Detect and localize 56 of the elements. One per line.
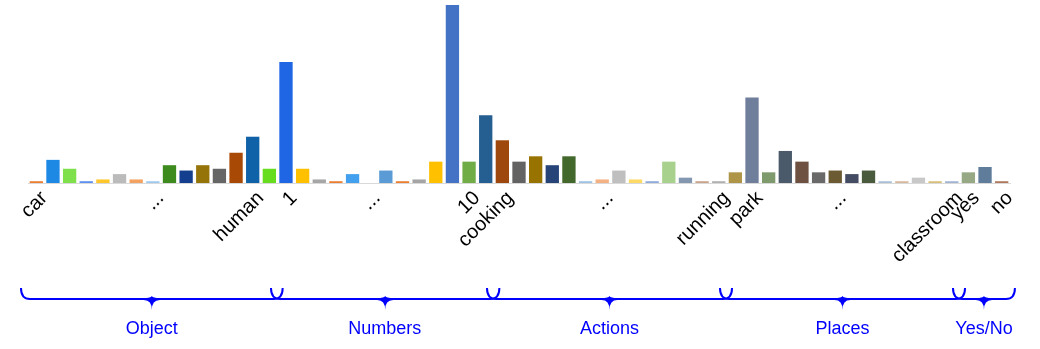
bar (612, 170, 626, 183)
bar (678, 177, 693, 183)
bar (778, 150, 792, 183)
bar (528, 156, 543, 183)
x-tick-label: ... (356, 186, 384, 214)
bar (961, 172, 976, 183)
bar (162, 165, 177, 183)
text: Places (814, 318, 871, 339)
bar (845, 174, 859, 183)
bar (379, 170, 393, 183)
bar (246, 136, 260, 183)
bar (628, 179, 643, 183)
bar (179, 170, 193, 183)
x-tick-label: ... (140, 186, 168, 214)
bar (345, 174, 360, 183)
bar (445, 5, 460, 183)
bar (562, 156, 576, 183)
bar (762, 172, 776, 183)
bar (662, 161, 676, 183)
bar (262, 168, 276, 183)
bar (728, 172, 743, 183)
bar (129, 179, 143, 183)
bar (412, 179, 426, 183)
bar (295, 168, 310, 183)
bar (795, 161, 809, 183)
bar (595, 179, 609, 183)
bar (545, 165, 559, 183)
bar (312, 179, 326, 183)
bar (112, 174, 127, 183)
bar (828, 170, 842, 183)
bar (62, 168, 77, 183)
text: Actions (579, 318, 641, 339)
x-tick-label: no (985, 186, 1017, 218)
text: Numbers (347, 318, 423, 339)
bar (495, 140, 510, 183)
bar (512, 161, 526, 183)
x-tick-label: ... (589, 186, 617, 214)
bar (96, 179, 110, 183)
x-tick-label: 1 (277, 186, 301, 210)
bar (212, 168, 227, 183)
bar (46, 159, 60, 183)
x-tick-label: car (15, 185, 52, 222)
bar (279, 61, 293, 183)
bar (429, 161, 443, 183)
bar (745, 97, 759, 183)
bar (229, 152, 243, 183)
text: Yes/No (954, 318, 1014, 339)
bar (462, 161, 476, 183)
x-tick-label: ... (822, 186, 850, 214)
bar (479, 115, 493, 183)
bar (911, 177, 926, 183)
bar (861, 170, 876, 183)
bar (196, 165, 210, 183)
bar (811, 172, 826, 183)
text: Object (124, 318, 179, 339)
bar (978, 166, 992, 183)
